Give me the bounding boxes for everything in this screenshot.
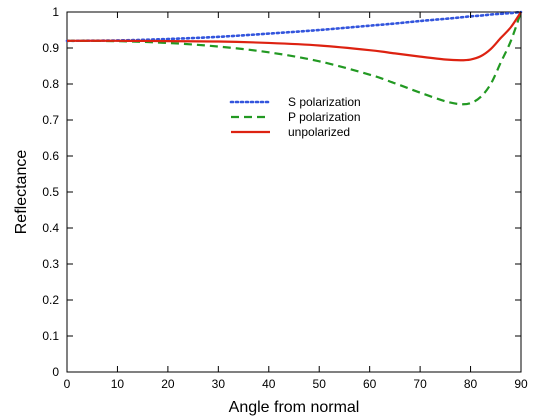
legend-label-unpolarized: unpolarized: [288, 125, 350, 139]
y-tick-label: 0.7: [42, 113, 59, 127]
y-tick-label: 0.1: [42, 329, 59, 343]
y-tick-label: 0.3: [42, 257, 59, 271]
y-tick-label: 0.8: [42, 77, 59, 91]
y-tick-label: 0.9: [42, 41, 59, 55]
y-axis-label: Reflectance: [13, 150, 30, 235]
y-tick-label: 1: [52, 5, 59, 19]
y-tick-label: 0.5: [42, 185, 59, 199]
series-line-unpolarized: [66, 11, 522, 62]
y-tick-label: 0.6: [42, 149, 59, 163]
x-tick-label: 30: [212, 377, 226, 391]
x-tick-label: 10: [111, 377, 125, 391]
y-tick-label: 0.4: [42, 221, 59, 235]
x-tick-label: 60: [363, 377, 377, 391]
y-tick-label: 0.2: [42, 293, 59, 307]
plot-area: [66, 11, 522, 373]
series-line-p-polarization: [66, 11, 523, 106]
legend-label-p-polarization: P polarization: [288, 110, 361, 124]
x-tick-label: 70: [413, 377, 427, 391]
y-tick-label: 0: [52, 365, 59, 379]
ticks-layer: 0 10 20 30 40 50 60 70 80 90 0 0.1 0.2 0.3 0.4 0.5 0.6 0.…: [42, 5, 528, 391]
x-tick-label: 50: [313, 377, 327, 391]
x-tick-label: 40: [262, 377, 276, 391]
legend-label-s-polarization: S polarization: [288, 95, 361, 109]
x-tick-label: 20: [161, 377, 175, 391]
series-line-s-polarization: [65, 10, 523, 43]
x-tick-label: 90: [514, 377, 528, 391]
x-axis-label: Angle from normal: [229, 399, 360, 416]
x-tick-label: 80: [464, 377, 478, 391]
series-layer: [65, 10, 523, 106]
plot-frame: [66, 11, 522, 373]
x-tick-label: 0: [64, 377, 71, 391]
